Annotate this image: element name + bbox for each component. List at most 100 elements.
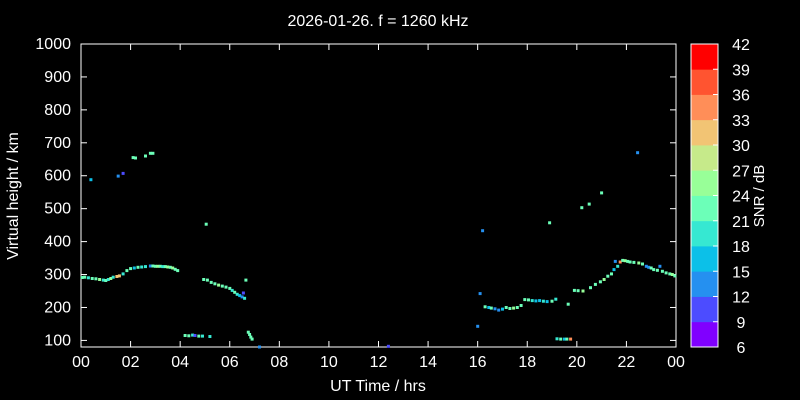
data-point: [562, 337, 566, 341]
data-point: [621, 258, 625, 262]
colorbar-segment: [691, 145, 718, 171]
colorbar-segment: [691, 94, 718, 121]
data-point: [129, 267, 133, 271]
data-point: [598, 280, 602, 284]
data-point: [98, 278, 102, 281]
data-point: [386, 344, 390, 348]
data-point: [554, 297, 558, 301]
data-point: [94, 277, 98, 281]
y-tick-label: 600: [44, 168, 71, 185]
data-point: [548, 221, 552, 225]
data-point: [636, 151, 640, 155]
y-tick-label: 700: [44, 135, 71, 152]
y-tick-label: 400: [44, 234, 71, 251]
data-point: [576, 289, 580, 293]
data-point: [647, 265, 651, 269]
data-point: [565, 337, 569, 341]
data-point: [115, 275, 119, 278]
data-point: [241, 291, 245, 295]
data-point: [508, 307, 512, 310]
data-point: [171, 266, 175, 270]
data-point: [106, 278, 110, 281]
data-point: [151, 264, 155, 268]
data-point: [244, 278, 248, 282]
x-tick-label: 08: [270, 354, 288, 371]
data-point: [668, 272, 672, 276]
data-point: [527, 298, 530, 302]
data-point: [660, 269, 664, 273]
x-tick-label: 02: [122, 354, 140, 371]
x-tick-label: 20: [568, 354, 586, 371]
data-point: [612, 268, 616, 272]
data-point: [515, 306, 519, 309]
data-point: [205, 278, 209, 282]
data-point: [644, 264, 648, 268]
data-point: [240, 295, 244, 299]
data-point: [593, 282, 597, 286]
data-point: [86, 276, 90, 280]
data-point: [228, 286, 232, 290]
data-point: [132, 266, 136, 270]
colorbar-tick-label: 30: [732, 138, 750, 155]
data-point: [589, 286, 592, 290]
data-point: [213, 282, 217, 286]
colorbar-tick-label: 12: [732, 290, 750, 307]
x-tick-label: 00: [667, 354, 685, 371]
y-tick-label: 200: [44, 299, 71, 316]
data-point: [258, 345, 261, 349]
colorbar-segment: [691, 321, 718, 348]
data-point: [572, 288, 576, 292]
data-point: [90, 277, 94, 280]
data-point: [101, 278, 105, 282]
data-point: [476, 324, 480, 328]
data-point: [670, 273, 674, 276]
data-point: [156, 264, 160, 268]
data-point: [483, 305, 487, 309]
data-point: [664, 271, 668, 275]
data-point: [545, 300, 549, 304]
data-point: [538, 299, 542, 303]
data-point: [493, 307, 497, 311]
colorbar: 6 9 12 15 18 21 24 27 30 33 36 39 42: [690, 37, 750, 357]
data-point: [217, 283, 221, 287]
data-point: [497, 308, 501, 312]
data-point: [616, 264, 620, 268]
x-tick-label: 00: [72, 354, 90, 371]
x-tick-label: 04: [171, 354, 189, 371]
data-point: [626, 259, 630, 263]
data-point: [233, 290, 237, 294]
colorbar-tick-label: 39: [732, 62, 750, 79]
data-point: [243, 296, 247, 300]
y-tick-label: 100: [44, 332, 71, 349]
data-point: [487, 306, 491, 309]
data-point: [501, 307, 504, 311]
data-point: [89, 178, 93, 182]
data-point: [246, 330, 250, 334]
colorbar-tick-label: 36: [732, 88, 750, 105]
data-point: [481, 229, 485, 233]
colorbar-tick-label: 15: [732, 264, 750, 281]
data-point: [163, 265, 167, 269]
data-point: [569, 337, 573, 341]
data-point: [144, 265, 147, 269]
data-point: [613, 259, 617, 263]
data-point: [519, 304, 523, 307]
data-point: [125, 269, 129, 273]
data-point: [83, 275, 87, 279]
data-point: [550, 299, 554, 303]
y-tick-label: 800: [44, 102, 71, 119]
data-point: [220, 284, 224, 288]
x-tick-label: 22: [618, 354, 636, 371]
y-tick-label: 500: [44, 201, 71, 218]
data-point: [191, 333, 195, 337]
y-axis-label: Virtual height / km: [5, 132, 22, 260]
colorbar-segment: [691, 170, 718, 196]
data-point: [202, 278, 206, 281]
data-point: [249, 335, 253, 339]
data-point: [541, 299, 545, 303]
data-point: [489, 306, 493, 310]
data-point: [530, 299, 534, 303]
data-point: [580, 206, 584, 210]
